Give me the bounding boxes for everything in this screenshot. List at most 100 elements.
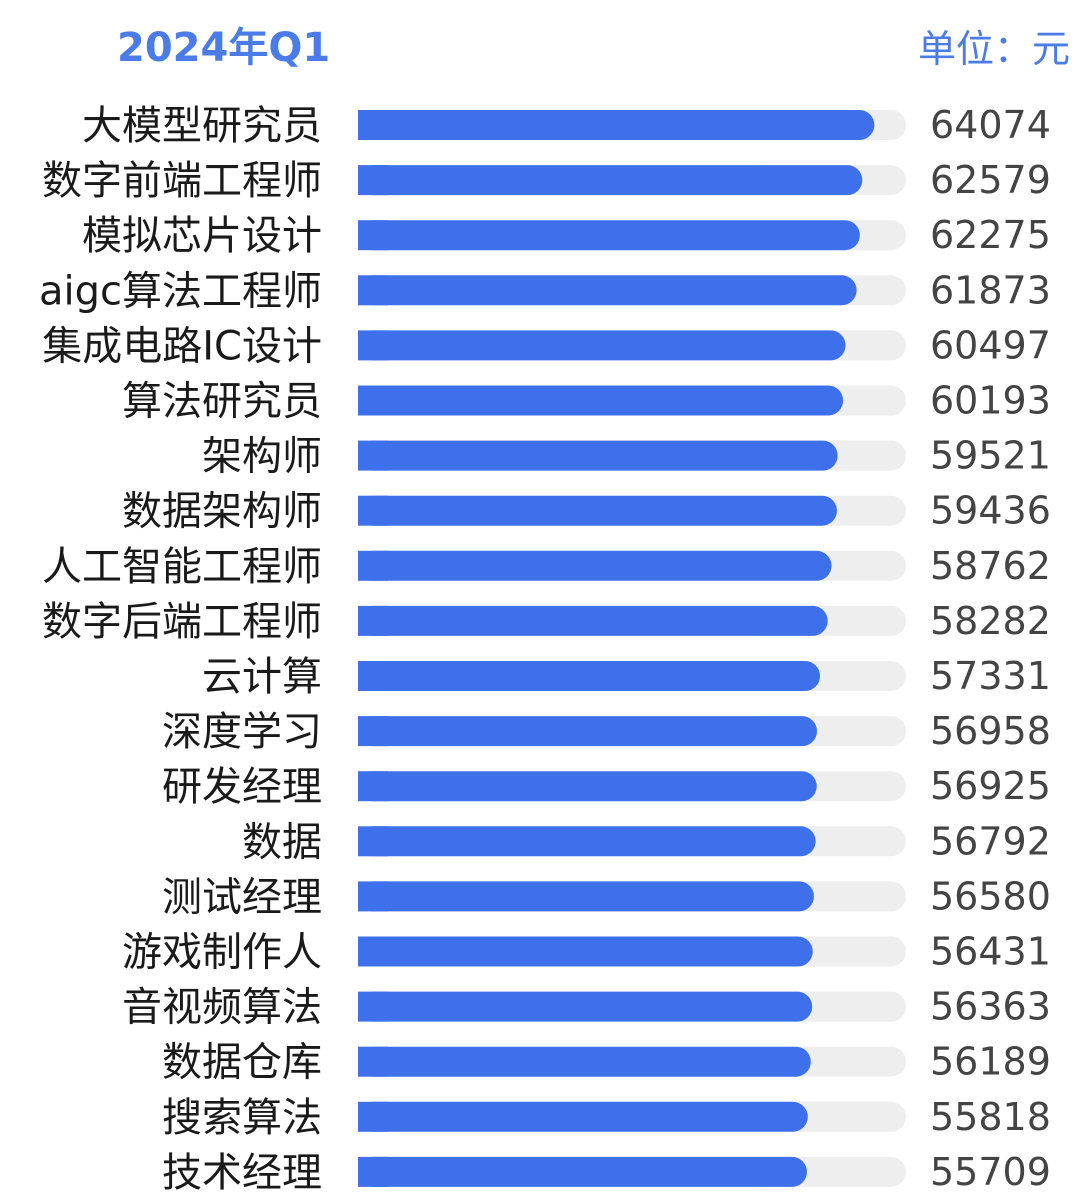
bar-left-edge bbox=[358, 550, 388, 581]
bar-left-edge bbox=[358, 991, 388, 1022]
value-label: 58762 bbox=[930, 544, 1051, 588]
bar bbox=[358, 936, 813, 967]
bar bbox=[358, 275, 857, 306]
bar-left-edge bbox=[358, 716, 388, 747]
bar-left-edge bbox=[358, 440, 388, 471]
bar-row: 集成电路IC设计 60497 bbox=[42, 323, 1051, 369]
category-label: 数据仓库 bbox=[162, 1040, 322, 1086]
bar bbox=[358, 1156, 807, 1187]
bar bbox=[358, 165, 863, 196]
category-label: 研发经理 bbox=[162, 764, 322, 810]
value-label: 62275 bbox=[930, 213, 1051, 257]
unit-label: 单位：元 bbox=[917, 27, 1070, 71]
category-label: 数字后端工程师 bbox=[42, 599, 322, 645]
category-label: 测试经理 bbox=[162, 874, 322, 920]
bar bbox=[358, 440, 838, 471]
bar-row: 研发经理 56925 bbox=[162, 764, 1051, 810]
bar bbox=[358, 1046, 811, 1077]
bar bbox=[358, 716, 818, 747]
value-label: 55709 bbox=[930, 1150, 1051, 1194]
bar-row: 大模型研究员 64074 bbox=[82, 103, 1051, 149]
value-label: 56792 bbox=[930, 819, 1051, 863]
value-label: 62579 bbox=[930, 158, 1051, 202]
category-label: 技术经理 bbox=[162, 1150, 322, 1196]
bar bbox=[358, 110, 875, 140]
category-label: 搜索算法 bbox=[162, 1095, 322, 1141]
bar-left-edge bbox=[358, 220, 388, 251]
category-label: 深度学习 bbox=[162, 709, 322, 755]
bar bbox=[358, 385, 844, 416]
bar bbox=[358, 881, 814, 912]
bar bbox=[358, 771, 817, 802]
category-label: 数字前端工程师 bbox=[42, 158, 322, 204]
bar-left-edge bbox=[358, 110, 388, 140]
value-label: 56363 bbox=[930, 985, 1051, 1029]
bar bbox=[358, 826, 816, 857]
value-label: 59521 bbox=[930, 434, 1051, 478]
category-label: aigc算法工程师 bbox=[39, 268, 322, 314]
bar-left-edge bbox=[358, 771, 388, 802]
bar-row: 数据仓库 56189 bbox=[162, 1040, 1051, 1086]
bar-row: 搜索算法 55818 bbox=[162, 1095, 1051, 1141]
value-label: 55818 bbox=[930, 1095, 1051, 1139]
bar-left-edge bbox=[358, 330, 388, 361]
value-label: 60497 bbox=[930, 323, 1051, 367]
bar-row: 算法研究员 60193 bbox=[122, 379, 1051, 425]
bar bbox=[358, 661, 821, 691]
value-label: 56431 bbox=[930, 930, 1051, 974]
category-label: 人工智能工程师 bbox=[42, 544, 322, 590]
category-label: 架构师 bbox=[202, 434, 322, 480]
bar bbox=[358, 1101, 808, 1132]
value-label: 56958 bbox=[930, 709, 1051, 753]
bar-row: 模拟芯片设计 62275 bbox=[82, 213, 1051, 259]
value-label: 59436 bbox=[930, 489, 1051, 533]
bar-left-edge bbox=[358, 385, 388, 416]
category-label: 算法研究员 bbox=[122, 379, 322, 425]
value-label: 58282 bbox=[930, 599, 1051, 643]
value-label: 57331 bbox=[930, 654, 1051, 698]
bar-row: 音视频算法 56363 bbox=[122, 985, 1051, 1031]
bar-row: 数字前端工程师 62579 bbox=[42, 158, 1051, 204]
value-label: 60193 bbox=[930, 379, 1051, 423]
bar bbox=[358, 495, 837, 526]
bar-row: 数据架构师 59436 bbox=[122, 489, 1051, 535]
bar-left-edge bbox=[358, 165, 388, 196]
bar-row: 云计算 57331 bbox=[202, 654, 1051, 700]
bar-row: 数字后端工程师 58282 bbox=[42, 599, 1051, 645]
bar-left-edge bbox=[358, 1156, 388, 1187]
bar-left-edge bbox=[358, 1101, 388, 1132]
bar-left-edge bbox=[358, 1046, 388, 1077]
bar-left-edge bbox=[358, 275, 388, 306]
bar bbox=[358, 220, 860, 251]
bar-row: aigc算法工程师 61873 bbox=[39, 268, 1051, 314]
bar-left-edge bbox=[358, 605, 388, 636]
bar bbox=[358, 330, 846, 361]
category-label: 数据架构师 bbox=[122, 489, 322, 535]
bar-left-edge bbox=[358, 936, 388, 967]
category-label: 模拟芯片设计 bbox=[82, 213, 322, 259]
category-label: 大模型研究员 bbox=[82, 103, 322, 149]
category-label: 数据 bbox=[242, 819, 322, 865]
category-label: 游戏制作人 bbox=[122, 930, 322, 976]
value-label: 56580 bbox=[930, 874, 1051, 918]
bar-row: 架构师 59521 bbox=[202, 434, 1051, 480]
bar-row: 测试经理 56580 bbox=[162, 874, 1051, 920]
value-label: 64074 bbox=[930, 103, 1051, 147]
category-label: 音视频算法 bbox=[122, 985, 322, 1031]
chart-title: 2024年Q1 bbox=[117, 25, 331, 71]
bar-left-edge bbox=[358, 661, 388, 691]
value-label: 56925 bbox=[930, 764, 1051, 808]
bar-left-edge bbox=[358, 881, 388, 912]
category-label: 集成电路IC设计 bbox=[42, 323, 322, 369]
bar-row: 数据 56792 bbox=[242, 819, 1051, 865]
bar-left-edge bbox=[358, 495, 388, 526]
bar bbox=[358, 991, 813, 1022]
bar-row: 游戏制作人 56431 bbox=[122, 930, 1051, 976]
bar-left-edge bbox=[358, 826, 388, 857]
category-label: 云计算 bbox=[202, 654, 322, 700]
bar-row: 深度学习 56958 bbox=[162, 709, 1051, 755]
value-label: 56189 bbox=[930, 1040, 1051, 1084]
bar-row: 人工智能工程师 58762 bbox=[42, 544, 1051, 590]
value-label: 61873 bbox=[930, 268, 1051, 312]
